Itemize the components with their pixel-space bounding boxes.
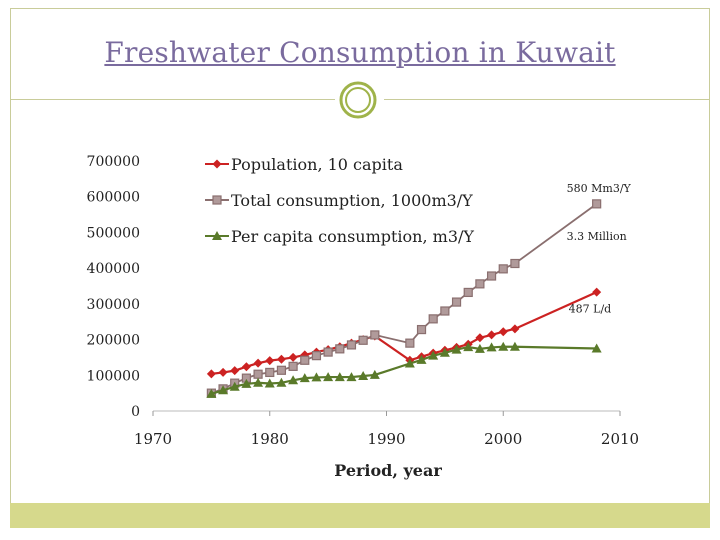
data-point xyxy=(241,378,252,388)
data-point xyxy=(451,344,462,354)
annotation-label: 580 Mm3/Y xyxy=(567,182,632,195)
data-point xyxy=(498,264,508,274)
x-tick-label: 1970 xyxy=(134,430,172,448)
data-point xyxy=(253,358,263,368)
double-ring-ornament-icon xyxy=(339,81,377,119)
data-point xyxy=(486,342,497,352)
y-tick-label: 700000 xyxy=(87,154,140,170)
annotation-label: 487 L/d xyxy=(569,303,612,316)
data-point xyxy=(463,287,473,298)
data-point xyxy=(346,372,357,382)
data-point xyxy=(509,341,520,351)
y-tick-label: 400000 xyxy=(87,261,140,277)
x-tick-label: 2010 xyxy=(601,430,639,448)
data-point xyxy=(463,342,474,352)
data-point xyxy=(218,367,228,377)
y-tick-label: 0 xyxy=(131,404,140,420)
data-point xyxy=(229,381,240,391)
data-point xyxy=(369,369,380,379)
data-point xyxy=(428,314,438,324)
data-point xyxy=(311,351,322,361)
y-tick-label: 200000 xyxy=(87,333,140,349)
data-point xyxy=(358,335,368,345)
data-point xyxy=(253,377,264,387)
x-axis-title: Period, year xyxy=(334,461,442,480)
data-point xyxy=(405,338,415,348)
data-point xyxy=(206,369,216,379)
data-point xyxy=(276,377,287,387)
data-point xyxy=(404,358,415,368)
data-point xyxy=(323,372,334,382)
data-point xyxy=(334,372,345,382)
legend-label: Per capita consumption, m3/Y xyxy=(231,227,474,246)
legend-marker xyxy=(212,195,222,205)
data-point xyxy=(475,279,485,289)
data-point xyxy=(510,324,520,334)
data-point xyxy=(346,340,357,350)
data-point xyxy=(276,354,286,364)
title-divider-right xyxy=(384,99,710,100)
data-point xyxy=(265,367,275,378)
legend-label: Population, 10 capita xyxy=(231,155,403,174)
data-point xyxy=(440,306,450,316)
data-point xyxy=(276,365,287,375)
data-point xyxy=(510,258,520,269)
data-point xyxy=(265,356,275,366)
title-divider-left xyxy=(10,99,335,100)
data-point xyxy=(335,344,345,354)
data-point xyxy=(288,352,298,362)
data-point xyxy=(416,324,427,335)
data-point xyxy=(498,341,509,351)
y-tick-label: 100000 xyxy=(87,368,140,384)
y-tick-label: 300000 xyxy=(87,297,140,313)
data-point xyxy=(475,333,485,343)
data-point xyxy=(311,372,322,382)
data-point xyxy=(206,388,217,398)
legend-marker xyxy=(212,159,222,169)
data-point xyxy=(230,366,240,376)
legend-marker xyxy=(212,231,222,240)
annotation-label: 3.3 Million xyxy=(567,230,627,243)
data-point xyxy=(592,199,602,209)
data-point xyxy=(592,287,602,297)
data-point xyxy=(299,373,310,383)
x-tick-label: 1980 xyxy=(251,430,289,448)
data-point xyxy=(498,327,508,337)
data-point xyxy=(439,347,450,357)
y-tick-label: 500000 xyxy=(87,225,140,241)
footer-band xyxy=(10,503,710,528)
y-tick-label: 600000 xyxy=(87,190,140,206)
data-point xyxy=(486,271,497,281)
data-point xyxy=(323,347,333,357)
legend-label: Total consumption, 1000m3/Y xyxy=(231,191,473,210)
data-point xyxy=(288,361,298,371)
x-tick-label: 2000 xyxy=(484,430,522,448)
data-point xyxy=(358,371,369,380)
data-point xyxy=(591,343,602,353)
data-point xyxy=(451,297,462,307)
data-point xyxy=(300,355,310,365)
data-point xyxy=(241,362,251,372)
x-tick-label: 1990 xyxy=(367,430,405,448)
data-point xyxy=(474,343,485,353)
slide-title: Freshwater Consumption in Kuwait xyxy=(104,36,616,69)
data-point xyxy=(428,350,439,360)
data-point xyxy=(288,375,299,385)
data-point xyxy=(370,330,380,340)
data-point xyxy=(487,330,497,340)
data-point xyxy=(253,369,263,379)
data-point xyxy=(416,354,427,364)
data-point xyxy=(264,378,275,388)
data-point xyxy=(218,385,229,395)
